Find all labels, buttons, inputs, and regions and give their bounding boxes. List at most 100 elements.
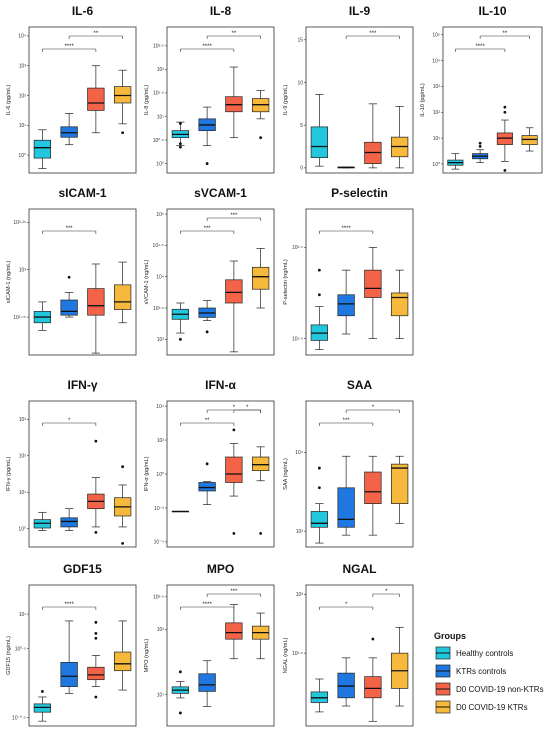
significance-label: **	[232, 31, 237, 37]
outlier-point	[94, 531, 98, 534]
box-d0-covid-19-ktrs	[251, 612, 270, 660]
box-d0-covid-19-non-ktrs	[364, 637, 382, 722]
significance-label: ***	[230, 213, 238, 219]
outlier-point	[178, 142, 182, 146]
panel-title: sVCAM-1	[194, 186, 247, 200]
box-iqr	[87, 288, 105, 316]
box-healthy-controls	[171, 121, 190, 149]
y-tick-label: 10¹·⁵	[292, 336, 303, 342]
box-d0-covid-19-non-ktrs	[87, 263, 105, 354]
outlier-point	[205, 462, 209, 466]
outlier-point	[317, 268, 321, 272]
box-iqr	[60, 299, 78, 316]
y-tick-label: 10³·⁵	[153, 306, 164, 312]
outlier-point	[232, 428, 236, 432]
plot-frame	[305, 26, 414, 174]
panel-ifn-: IFN-γ IFN-γ (pg/mL) 10⁰ 10¹ 10² 10³ *	[6, 378, 137, 548]
significance-label: ***	[230, 589, 238, 595]
outlier-point	[178, 122, 182, 125]
significance-bracket: **	[180, 418, 235, 426]
box-iqr	[60, 662, 78, 687]
box-ktrs-controls	[198, 300, 216, 334]
box-d0-covid-19-ktrs	[390, 626, 409, 707]
box-iqr	[310, 511, 329, 528]
y-tick-label: 10²	[19, 454, 27, 460]
box-iqr	[60, 517, 78, 528]
y-tick-label: 10²	[157, 67, 165, 73]
plot-frame	[305, 584, 414, 727]
significance-bracket: *	[319, 602, 374, 610]
box-healthy-controls	[310, 466, 329, 544]
box-iqr	[337, 294, 355, 317]
outlier-point	[94, 631, 98, 635]
box-d0-covid-19-non-ktrs	[496, 105, 513, 172]
y-tick-label: 10⁰	[156, 472, 164, 478]
box-iqr	[310, 126, 329, 158]
box-d0-covid-19-non-ktrs	[364, 246, 382, 339]
y-axis-label: IFN-α (pg/mL)	[144, 456, 150, 491]
y-axis-label: NGAL (ng/mL)	[283, 637, 289, 673]
outlier-point	[94, 620, 98, 624]
outlier-point	[503, 105, 507, 109]
significance-bracket: ****	[180, 44, 235, 52]
panel-sicam-1: sICAM-1 sICAM-1 (ng/mL) 10²·⁷⁵ 10³ 10³·²⁵ ***	[6, 186, 137, 356]
box-d0-covid-19-non-ktrs	[225, 66, 243, 139]
y-tick-label: 10⁰	[156, 161, 164, 167]
y-tick-label: 10⁰·⁵	[153, 138, 164, 144]
y-axis-label: MPO (ng/mL)	[144, 639, 150, 673]
panel-title: IFN-γ	[68, 378, 98, 392]
box-d0-covid-19-ktrs	[390, 106, 409, 169]
box-ktrs-controls	[337, 269, 355, 335]
box-d0-covid-19-ktrs	[113, 261, 132, 324]
significance-bracket: **	[479, 31, 530, 39]
outlier-point	[503, 169, 507, 172]
y-tick-label: 10²·⁵	[153, 44, 164, 50]
y-axis-label: IFN-γ (pg/mL)	[6, 457, 12, 492]
outlier-point	[259, 532, 263, 535]
outlier-point	[40, 690, 44, 693]
y-tick-label: 10⁰	[432, 162, 440, 168]
box-iqr	[33, 703, 52, 713]
legend-title: Groups	[434, 631, 466, 641]
y-tick-label: 10⁻⁰·⁵	[12, 716, 26, 722]
y-tick-label: 10¹	[157, 692, 165, 698]
box-iqr	[364, 471, 382, 504]
y-tick-label: 10¹	[433, 136, 441, 142]
panel-title: IL-9	[349, 4, 371, 18]
panel-title: SAA	[347, 378, 373, 392]
legend-label: Healthy controls	[456, 649, 513, 658]
y-axis-label: sICAM-1 (ng/mL)	[6, 261, 12, 304]
outlier-point	[121, 131, 125, 135]
box-ktrs-controls	[198, 106, 216, 165]
y-tick-label: 10³	[157, 337, 165, 343]
plot-frame	[442, 26, 543, 174]
significance-label: ***	[66, 226, 74, 232]
outlier-point	[178, 711, 182, 715]
box-ktrs-controls	[60, 508, 78, 531]
significance-label: ***	[369, 31, 377, 37]
y-axis-label: IL-8 (pg/mL)	[144, 85, 150, 116]
box-iqr	[225, 279, 243, 304]
y-tick-label: 10⁴	[156, 274, 164, 280]
box-healthy-controls	[171, 510, 190, 513]
panel-title: NGAL	[343, 562, 377, 576]
significance-label: *	[372, 405, 375, 411]
significance-bracket: *	[345, 405, 400, 413]
y-tick-label: 10²·⁵	[153, 595, 164, 601]
box-ktrs-controls	[60, 113, 78, 146]
box-d0-covid-19-non-ktrs	[225, 428, 243, 535]
y-tick-label: 10⁴	[156, 404, 164, 410]
box-d0-covid-19-non-ktrs	[87, 620, 105, 699]
y-tick-label: 10¹·⁵	[153, 91, 164, 97]
significance-label: ****	[202, 44, 212, 50]
box-healthy-controls	[310, 678, 329, 713]
significance-label: *	[385, 589, 388, 595]
panel-title: IFN-α	[205, 378, 236, 392]
significance-bracket: **	[68, 31, 123, 39]
y-tick-label: 10²·⁵	[292, 651, 303, 657]
